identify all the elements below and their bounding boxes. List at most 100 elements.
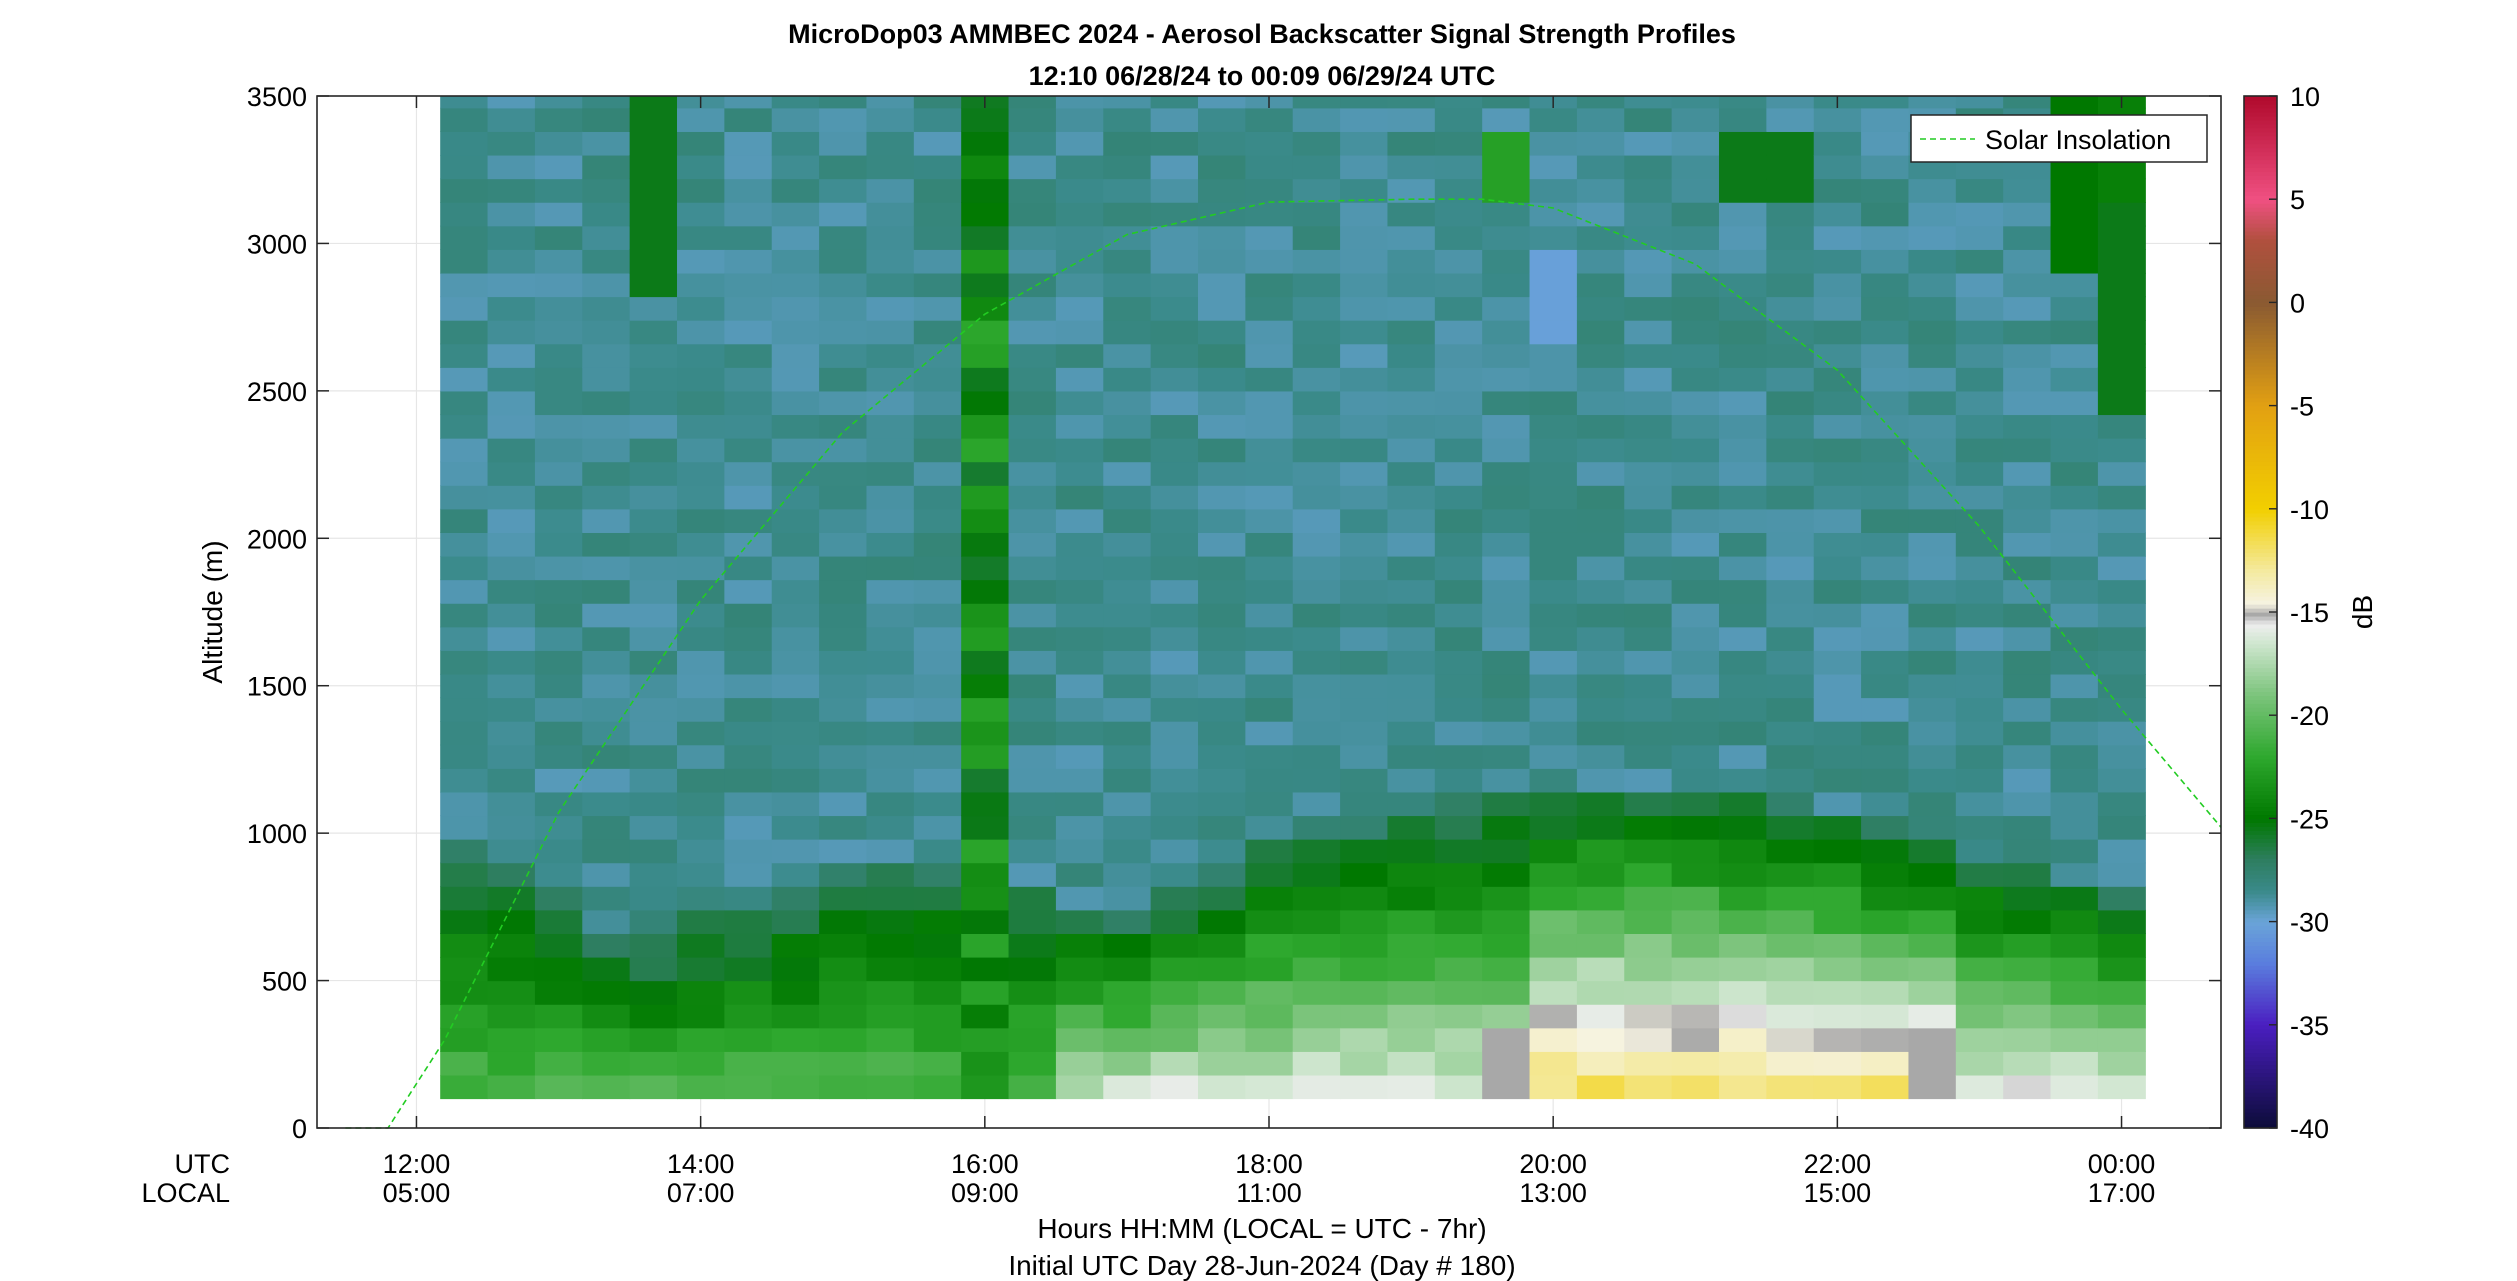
heatmap-cell — [1576, 980, 1625, 1005]
heatmap-cell — [1576, 744, 1625, 769]
colorbar-segment — [2244, 473, 2277, 478]
heatmap-cell — [1576, 154, 1625, 180]
heatmap-cell — [1624, 909, 1673, 934]
heatmap-cell — [724, 249, 773, 274]
colorbar-segment — [2244, 838, 2277, 843]
heatmap-cell — [1055, 650, 1104, 675]
heatmap-cell — [1766, 343, 1815, 368]
heatmap-cell — [2097, 1027, 2146, 1052]
heatmap-cell — [913, 579, 962, 604]
heatmap-cell — [1292, 862, 1341, 887]
heatmap-cell — [866, 579, 915, 604]
heatmap-cell — [1529, 933, 1578, 958]
heatmap-cell — [534, 225, 583, 250]
heatmap-cell — [534, 178, 583, 203]
heatmap-cell — [913, 485, 962, 510]
colorbar-tick-label: -15 — [2290, 598, 2329, 628]
heatmap-cell — [440, 107, 489, 132]
heatmap-cell — [819, 956, 868, 982]
heatmap-cell — [961, 579, 1010, 604]
heatmap-cell — [961, 390, 1010, 416]
heatmap-cell — [771, 768, 820, 793]
colorbar-segment — [2244, 885, 2277, 891]
heatmap-cell — [1955, 555, 2004, 581]
heatmap-cell — [1955, 673, 2004, 699]
heatmap-cell — [1245, 296, 1294, 321]
heatmap-cell — [1198, 956, 1246, 982]
heatmap-cell — [1624, 721, 1673, 746]
colorbar-segment — [2244, 528, 2277, 534]
legend-label-solar-insolation: Solar Insolation — [1985, 125, 2171, 155]
heatmap-cell — [629, 791, 678, 817]
colorbar-segment — [2244, 631, 2277, 637]
colorbar-segment — [2244, 592, 2277, 597]
heatmap-cell — [1103, 956, 1152, 982]
heatmap-cell — [1671, 555, 1720, 581]
heatmap-cell — [1103, 390, 1152, 416]
heatmap-cell — [677, 956, 725, 982]
heatmap-cell — [629, 579, 678, 604]
heatmap-cell — [1150, 272, 1199, 298]
heatmap-cell — [866, 390, 915, 416]
colorbar-segment — [2244, 1072, 2277, 1077]
heatmap-cell — [534, 508, 583, 533]
heatmap-cell — [819, 1074, 868, 1100]
heatmap-cell — [582, 1004, 631, 1029]
heatmap-cell — [582, 508, 631, 533]
heatmap-cell — [819, 933, 868, 958]
heatmap-cell — [1292, 178, 1341, 203]
heatmap-cell — [1861, 202, 1910, 227]
heatmap-cell — [1766, 461, 1815, 486]
heatmap-cell — [1813, 579, 1862, 604]
heatmap-cell — [1482, 225, 1531, 250]
colorbar-segment — [2244, 318, 2277, 323]
heatmap-cell — [440, 909, 489, 934]
heatmap-cell — [1103, 367, 1152, 392]
heatmap-cell — [1766, 96, 1815, 109]
heatmap-cell — [1671, 461, 1720, 486]
heatmap-cell — [1292, 107, 1341, 132]
heatmap-cell — [582, 272, 631, 298]
heatmap-cell — [1150, 697, 1199, 722]
heatmap-cell — [1766, 272, 1815, 298]
heatmap-cell — [1576, 107, 1625, 132]
heatmap-cell — [2003, 1074, 2052, 1100]
heatmap-cell — [1766, 107, 1815, 132]
heatmap-cell — [2050, 791, 2099, 817]
heatmap-cell — [1103, 438, 1152, 463]
colorbar-segment — [2244, 727, 2277, 732]
heatmap-cell — [1813, 626, 1862, 651]
heatmap-cell — [677, 791, 725, 817]
heatmap-cell — [2050, 438, 2099, 463]
heatmap-cell — [1718, 131, 1767, 156]
heatmap-cell — [913, 839, 962, 864]
heatmap-cell — [2097, 272, 2146, 298]
colorbar-segment — [2244, 123, 2277, 129]
heatmap-cell — [1055, 202, 1104, 227]
heatmap-cell — [440, 485, 489, 510]
heatmap-cell — [2097, 909, 2146, 934]
heatmap-cell — [961, 673, 1010, 699]
heatmap-cell — [819, 178, 868, 203]
heatmap-cell — [1813, 202, 1862, 227]
heatmap-cell — [1482, 626, 1531, 651]
heatmap-cell — [1718, 768, 1767, 793]
heatmap-cell — [1576, 438, 1625, 463]
heatmap-cell — [629, 178, 678, 203]
heatmap-cell — [1482, 650, 1531, 675]
heatmap-cell — [2050, 508, 2099, 533]
colorbar-segment — [2244, 354, 2277, 359]
heatmap-cell — [1198, 1004, 1246, 1029]
heatmap-cell — [724, 768, 773, 793]
colorbar-segment — [2244, 373, 2277, 379]
heatmap-cell — [1576, 815, 1625, 840]
heatmap-cell — [1861, 1004, 1910, 1029]
heatmap-cell — [1671, 107, 1720, 132]
heatmap-cell — [1292, 343, 1341, 368]
heatmap-cell — [1292, 721, 1341, 746]
heatmap-cell — [629, 768, 678, 793]
heatmap-cell — [582, 980, 631, 1005]
heatmap-cell — [440, 956, 489, 982]
heatmap-cell — [819, 980, 868, 1005]
colorbar-segment — [2244, 651, 2277, 657]
